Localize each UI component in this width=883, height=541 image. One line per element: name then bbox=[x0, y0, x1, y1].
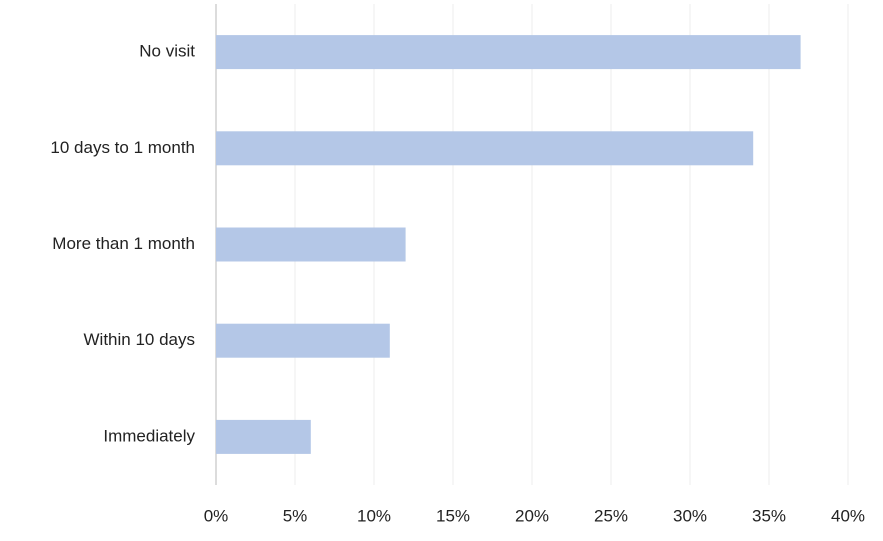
bar bbox=[216, 131, 754, 166]
x-tick-label: 40% bbox=[831, 506, 865, 525]
y-tick-label: Within 10 days bbox=[84, 330, 196, 349]
x-tick-label: 0% bbox=[204, 506, 229, 525]
bar bbox=[216, 419, 311, 454]
bar bbox=[216, 227, 406, 262]
bar bbox=[216, 35, 801, 70]
x-tick-label: 15% bbox=[436, 506, 470, 525]
y-tick-label: 10 days to 1 month bbox=[50, 138, 195, 157]
y-tick-label: More than 1 month bbox=[52, 234, 195, 253]
x-tick-label: 25% bbox=[594, 506, 628, 525]
y-tick-label: No visit bbox=[139, 42, 195, 61]
x-tick-label: 10% bbox=[357, 506, 391, 525]
x-tick-label: 30% bbox=[673, 506, 707, 525]
y-tick-label: Immediately bbox=[103, 426, 195, 445]
x-tick-label: 5% bbox=[283, 506, 308, 525]
bar bbox=[216, 323, 390, 358]
x-tick-label: 35% bbox=[752, 506, 786, 525]
x-tick-label: 20% bbox=[515, 506, 549, 525]
